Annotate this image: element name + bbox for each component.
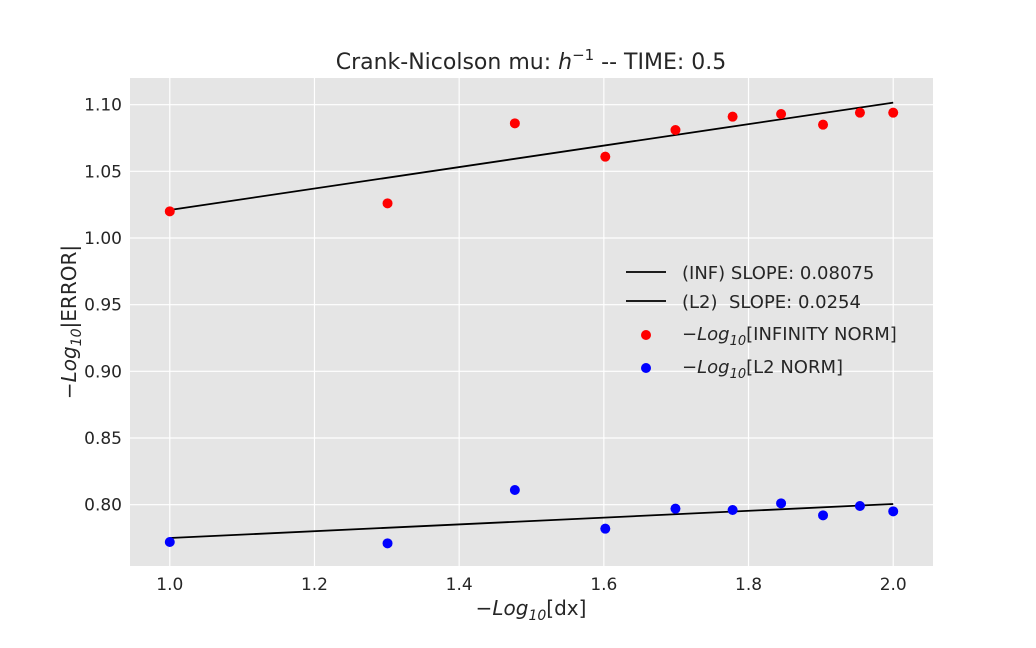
l2-norm-point [509, 485, 520, 495]
plot-background [130, 78, 933, 566]
l2-norm-point [164, 537, 175, 547]
y-tick-labels: 0.80 0.85 0.90 0.95 1.00 1.05 1.10 [84, 96, 122, 516]
infinity-norm-point [164, 206, 175, 217]
y-tick-label: 1.10 [84, 96, 122, 116]
data-points [164, 107, 899, 549]
l2-norm-point [600, 523, 611, 534]
y-tick-label: 0.95 [84, 296, 122, 316]
l2-norm-point [854, 501, 865, 511]
grid [130, 78, 933, 566]
x-tick-label: 2.0 [880, 575, 907, 595]
x-tick-label: 1.0 [156, 575, 183, 595]
y-axis-label: −Log10|ERROR| [57, 245, 85, 399]
legend-label-l2-slope: (L2) SLOPE: 0.0254 [682, 292, 861, 313]
infinity-norm-point [670, 125, 681, 135]
infinity-norm-point [888, 107, 899, 118]
y-tick-label: 1.05 [84, 162, 122, 182]
fit-line-inf [169, 101, 894, 211]
x-tick-label: 1.2 [301, 575, 328, 595]
l2-norm-point [888, 506, 899, 517]
y-tick-label: 0.85 [84, 429, 122, 449]
y-tick-label: 1.00 [84, 229, 122, 249]
infinity-norm-point [509, 118, 520, 129]
legend-marker-infinity [641, 330, 651, 340]
legend-label-infinity-norm: −Log10[INFINITY NORM] [682, 324, 897, 349]
x-tick-labels: 1.0 1.2 1.4 1.6 1.8 2.0 [156, 575, 906, 595]
l2-norm-point [818, 510, 829, 521]
chart-title: Crank-Nicolson mu: h−1 -- TIME: 0.5 [336, 46, 727, 75]
x-axis-label: −Log10[dx] [476, 596, 587, 624]
infinity-norm-point [818, 119, 829, 130]
l2-norm-point [382, 538, 393, 549]
fit-line-l2 [169, 503, 894, 539]
infinity-norm-point [600, 151, 611, 162]
legend: (INF) SLOPE: 0.08075 (L2) SLOPE: 0.0254 … [626, 263, 897, 382]
x-tick-label: 1.8 [735, 575, 762, 595]
infinity-norm-point [854, 107, 865, 118]
fit-lines [169, 101, 894, 539]
l2-norm-point [727, 505, 738, 515]
y-tick-label: 0.90 [84, 362, 122, 382]
x-tick-label: 1.6 [590, 575, 617, 595]
y-tick-label: 0.80 [84, 496, 122, 516]
l2-norm-point [776, 498, 787, 509]
legend-label-l2-norm: −Log10[L2 NORM] [682, 357, 843, 382]
infinity-norm-point [727, 111, 738, 122]
l2-norm-point [670, 503, 681, 514]
infinity-norm-point [382, 198, 393, 209]
legend-marker-l2 [641, 363, 651, 373]
legend-label-inf-slope: (INF) SLOPE: 0.08075 [682, 263, 874, 284]
x-tick-label: 1.4 [446, 575, 473, 595]
infinity-norm-point [776, 109, 787, 119]
